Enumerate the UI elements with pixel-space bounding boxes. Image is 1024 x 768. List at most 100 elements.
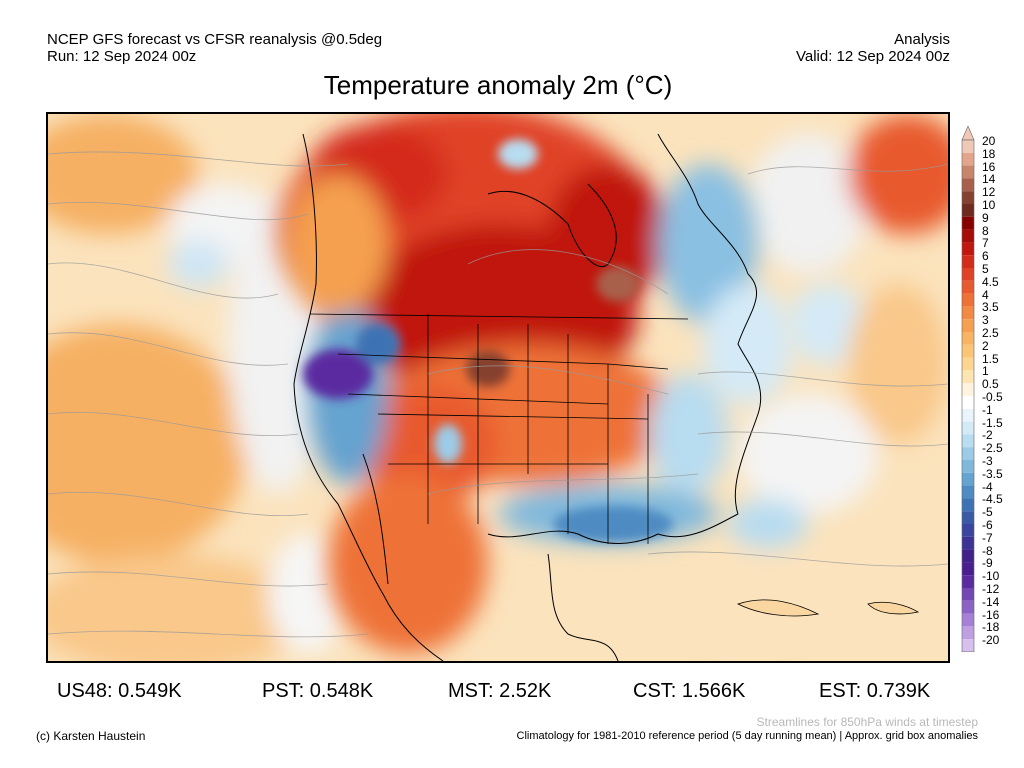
colorbar-swatch <box>962 255 974 268</box>
colorbar-tick-label: -10 <box>982 569 1000 584</box>
colorbar-tick-label: -1.5 <box>982 415 1003 430</box>
colorbar-swatch <box>962 626 974 640</box>
colorbar-tick-label: 6 <box>982 249 989 264</box>
caribbean-islands <box>736 599 920 617</box>
colorbar-tick-label: -3 <box>982 454 993 468</box>
climatology-note: Climatology for 1981-2010 reference peri… <box>516 730 978 742</box>
stat-us48: US48: 0.549K <box>57 680 182 702</box>
valid-time: Valid: 12 Sep 2024 00z <box>795 48 950 65</box>
streamlines-note: Streamlines for 850hPa winds at timestep <box>756 715 978 729</box>
stat-est: EST: 0.739K <box>819 680 931 702</box>
colorbar-tick-label: -4.5 <box>982 492 1003 507</box>
colorbar-swatch <box>962 485 974 499</box>
colorbar-swatch <box>962 191 974 204</box>
colorbar-tick-label: 4.5 <box>982 274 999 289</box>
colorbar-tick-label: 2.5 <box>982 326 999 340</box>
colorbar-tick-label: -0.5 <box>982 390 1003 404</box>
colorbar-tick-label: 3.5 <box>982 300 999 315</box>
colorbar-swatch <box>962 588 974 601</box>
colorbar-swatch <box>962 280 974 294</box>
coastlines <box>293 133 762 661</box>
colorbar-tick-label: 3 <box>982 313 989 328</box>
colorbar-swatch <box>962 216 974 230</box>
colorbar-tick-label: -2 <box>982 428 993 443</box>
stat-cst: CST: 1.566K <box>633 680 746 702</box>
colorbar-tick-label: 10 <box>982 198 996 212</box>
colorbar-swatch <box>962 178 974 192</box>
map-title: Temperature anomaly 2m (°C) <box>323 70 673 100</box>
colorbar-swatch <box>962 396 974 409</box>
map-canvas <box>48 114 948 661</box>
colorbar-swatch <box>962 498 974 512</box>
colorbar-tick-label: -14 <box>982 594 1000 609</box>
colorbar-tick-label: -16 <box>982 607 1000 622</box>
colorbar-tick-label: 20 <box>982 134 996 148</box>
colorbar-swatch <box>962 152 974 166</box>
colorbar <box>958 125 978 667</box>
colorbar-tick-label: -5 <box>982 505 993 520</box>
colorbar-tick-label: 8 <box>982 223 989 238</box>
colorbar-swatch <box>962 140 974 153</box>
colorbar-top-arrow <box>961 125 975 141</box>
colorbar-tick-label: 5 <box>982 262 989 276</box>
colorbar-swatch <box>962 421 974 435</box>
colorbar-swatch <box>962 613 974 627</box>
colorbar-swatch <box>962 434 974 448</box>
colorbar-swatch <box>962 242 974 256</box>
colorbar-tick-label: 14 <box>982 172 996 187</box>
colorbar-swatch <box>962 472 974 486</box>
colorbar-tick-label: -8 <box>982 543 993 558</box>
colorbar-swatch <box>962 165 974 179</box>
colorbar-tick-label: 0.5 <box>982 377 999 392</box>
colorbar-swatch <box>962 344 974 358</box>
model-description: NCEP GFS forecast vs CFSR reanalysis @0.… <box>47 31 383 48</box>
stat-pst: PST: 0.548K <box>262 680 374 702</box>
colorbar-tick-label: -9 <box>982 556 993 571</box>
colorbar-swatch <box>962 357 974 371</box>
colorbar-tick-label: 9 <box>982 210 989 225</box>
state-borders <box>309 313 689 544</box>
colorbar-swatch <box>962 229 974 243</box>
analysis-label: Analysis <box>894 31 950 48</box>
copyright: (c) Karsten Haustein <box>36 729 146 743</box>
anomaly-map <box>46 112 950 663</box>
colorbar-tick-label: -2.5 <box>982 441 1003 456</box>
colorbar-swatch <box>962 639 974 652</box>
wind-streamlines <box>48 151 948 638</box>
colorbar-tick-label: -7 <box>982 530 993 545</box>
colorbar-swatch <box>962 600 974 614</box>
colorbar-tick-label: -4 <box>982 479 993 494</box>
stat-mst: MST: 2.52K <box>448 680 552 702</box>
colorbar-swatch <box>962 204 974 217</box>
colorbar-tick-label: -20 <box>982 633 1000 648</box>
colorbar-swatch <box>962 524 974 537</box>
colorbar-swatch <box>962 383 974 396</box>
colorbar-swatch <box>962 447 974 460</box>
colorbar-swatch <box>962 268 974 281</box>
colorbar-tick-label: 1 <box>982 364 989 379</box>
colorbar-tick-label: -3.5 <box>982 466 1003 481</box>
colorbar-tick-label: 12 <box>982 185 996 200</box>
run-time: Run: 12 Sep 2024 00z <box>47 48 197 65</box>
colorbar-tick-label: 7 <box>982 236 989 251</box>
colorbar-swatch <box>962 575 974 588</box>
colorbar-tick-label: 1.5 <box>982 351 999 366</box>
colorbar-swatch <box>962 408 974 422</box>
colorbar-swatch <box>962 306 974 320</box>
colorbar-swatch <box>962 370 974 384</box>
colorbar-swatch <box>962 319 974 332</box>
colorbar-tick-label: 4 <box>982 287 989 302</box>
colorbar-swatch <box>962 293 974 307</box>
colorbar-swatch <box>962 511 974 524</box>
colorbar-tick-label: -6 <box>982 518 993 532</box>
colorbar-tick-label: 18 <box>982 146 996 161</box>
anomaly-extremes <box>303 139 673 542</box>
colorbar-swatch <box>962 332 974 345</box>
colorbar-swatch <box>962 562 974 576</box>
colorbar-tick-label: 2 <box>982 338 989 353</box>
colorbar-tick-label: -12 <box>982 582 1000 596</box>
colorbar-tick-label: 16 <box>982 159 996 174</box>
colorbar-swatch <box>962 536 974 550</box>
colorbar-swatches <box>961 125 975 667</box>
colorbar-swatch <box>962 460 974 473</box>
